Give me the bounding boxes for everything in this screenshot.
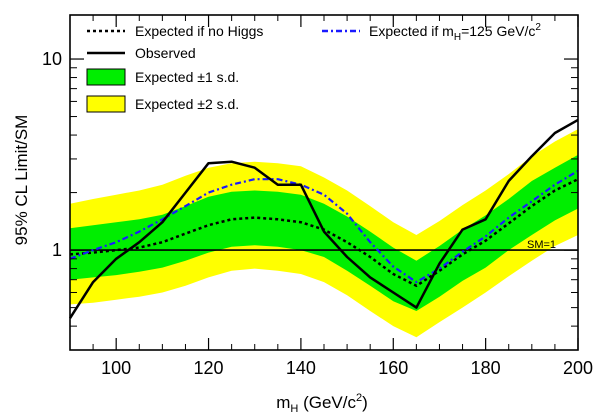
legend-swatch-band-1sd — [86, 68, 126, 86]
series-line-expected-125 — [69, 169, 579, 284]
x-tick-label: 180 — [471, 358, 501, 378]
x-axis-title-sup: 2 — [356, 392, 362, 404]
x-axis-title: mH (GeV/c2) — [276, 392, 368, 415]
legend-label-band-2sd: Expected ±2 s.d. — [135, 96, 239, 112]
legend-swatch-band-2sd — [86, 95, 126, 113]
legend-label-expected-125-sub: H — [454, 32, 461, 43]
plot-frame — [69, 14, 579, 351]
legend-label-observed: Observed — [135, 45, 196, 61]
x-axis-title-sub: H — [290, 403, 298, 415]
x-axis-title-m: m — [276, 393, 290, 412]
x-axis-title-unit: (GeV/c — [298, 393, 356, 412]
x-tick-label: 140 — [286, 358, 316, 378]
legend-label-expected-125: Expected if mH=125 GeV/c2 — [369, 22, 541, 43]
legend-label-band-1sd: Expected ±1 s.d. — [135, 69, 239, 85]
y-tick-label: 10 — [42, 49, 62, 69]
legend-item-band-1sd: Expected ±1 s.d. — [86, 68, 239, 86]
y-axis-title: 95% CL Limit/SM — [12, 115, 31, 246]
legend-label-expected-125-prefix: Expected if m — [369, 23, 454, 39]
x-tick-label: 160 — [378, 358, 408, 378]
legend-label-expected-125-suffix: =125 GeV/c — [461, 23, 535, 39]
legend-item-expected-no-higgs: Expected if no Higgs — [87, 23, 263, 39]
y-tick-label: 1 — [52, 240, 62, 260]
legend-label-expected-no-higgs: Expected if no Higgs — [135, 23, 263, 39]
legend-item-observed: Observed — [87, 45, 196, 61]
legend: Expected if no Higgs Expected if mH=125 … — [86, 22, 541, 113]
ticks-layer: 100 120 140 160 180 200 1 10 — [42, 15, 593, 378]
series-line-observed — [68, 118, 579, 319]
legend-item-band-2sd: Expected ±2 s.d. — [86, 95, 239, 113]
lines-layer — [68, 118, 579, 319]
x-axis-title-close: ) — [362, 393, 368, 412]
sm-line-label: SM=1 — [527, 239, 556, 251]
x-tick-label: 200 — [563, 358, 593, 378]
x-tick-label: 120 — [194, 358, 224, 378]
legend-item-expected-125: Expected if mH=125 GeV/c2 — [322, 22, 541, 43]
legend-label-expected-125-sup: 2 — [535, 22, 541, 33]
x-tick-label: 100 — [101, 358, 131, 378]
